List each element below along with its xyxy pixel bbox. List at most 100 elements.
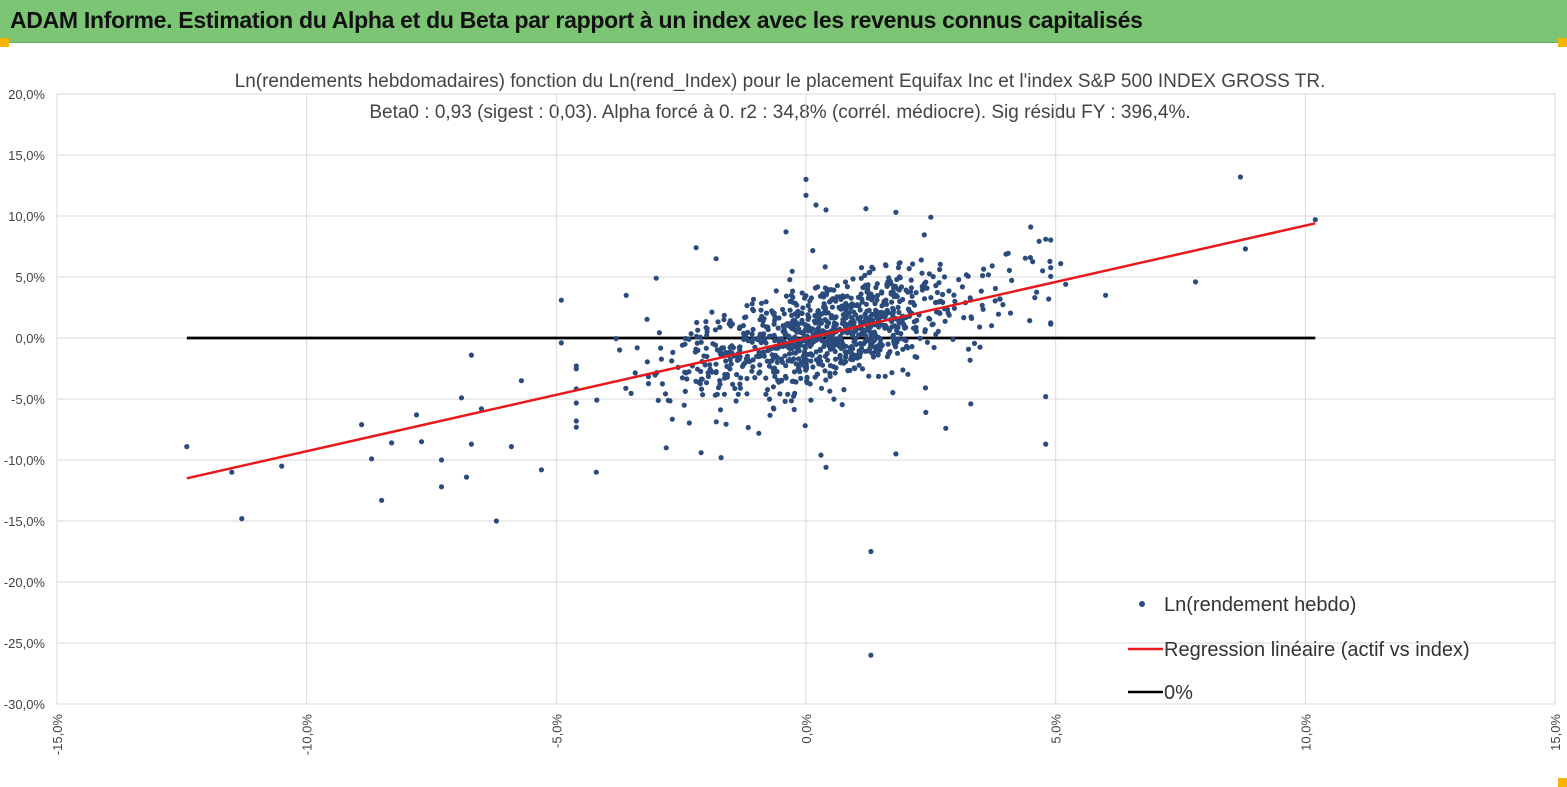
- data-point: [800, 305, 806, 311]
- data-point: [763, 310, 770, 316]
- data-point: [828, 315, 834, 321]
- data-point: [745, 338, 751, 344]
- data-point: [717, 378, 723, 384]
- data-point: [704, 329, 710, 335]
- data-point: [695, 327, 701, 333]
- data-point: [764, 358, 770, 364]
- data-point: [863, 206, 869, 212]
- data-point: [770, 405, 777, 411]
- data-point: [919, 270, 925, 276]
- data-point: [952, 298, 958, 304]
- data-point: [856, 362, 862, 368]
- data-point: [682, 341, 688, 347]
- data-point: [670, 349, 676, 355]
- data-point: [866, 338, 873, 344]
- data-point: [829, 304, 836, 310]
- data-point: [837, 355, 843, 361]
- data-point: [750, 306, 756, 312]
- data-point: [750, 336, 756, 342]
- data-point: [793, 327, 799, 333]
- data-point: [802, 322, 808, 328]
- data-point: [803, 176, 809, 182]
- data-point: [1009, 277, 1015, 283]
- data-point: [713, 361, 719, 367]
- data-point: [857, 307, 863, 313]
- data-point: [736, 356, 742, 362]
- data-point: [740, 323, 747, 329]
- data-point: [882, 314, 888, 320]
- data-point: [831, 287, 837, 293]
- x-tick-label: 15,0%: [1548, 714, 1563, 751]
- data-point: [787, 307, 793, 313]
- data-point: [951, 305, 958, 311]
- data-point: [741, 361, 747, 367]
- data-point: [842, 279, 849, 285]
- data-point: [788, 320, 794, 326]
- data-point: [927, 316, 933, 322]
- data-point: [846, 349, 852, 355]
- data-point: [874, 297, 880, 303]
- data-point: [1036, 238, 1042, 244]
- data-point: [693, 378, 699, 384]
- data-point: [940, 291, 946, 298]
- data-point: [901, 336, 907, 342]
- data-point: [681, 402, 687, 408]
- data-point: [822, 285, 829, 291]
- data-point: [890, 390, 896, 396]
- data-point: [863, 301, 870, 307]
- data-point: [868, 548, 874, 555]
- data-point: [663, 445, 669, 451]
- data-point: [850, 333, 856, 339]
- data-point: [868, 329, 874, 335]
- data-point: [937, 266, 943, 273]
- data-point: [857, 349, 864, 355]
- data-point: [961, 315, 967, 321]
- data-point: [772, 317, 778, 323]
- data-point: [693, 245, 699, 251]
- data-point: [693, 333, 700, 339]
- data-point: [1043, 441, 1049, 447]
- data-point: [894, 350, 901, 356]
- data-point: [903, 287, 909, 293]
- data-point: [789, 268, 795, 274]
- data-point: [438, 484, 445, 490]
- data-point: [803, 192, 809, 198]
- data-point: [868, 652, 874, 658]
- data-point: [573, 400, 579, 406]
- data-point: [617, 347, 623, 353]
- data-point: [508, 444, 514, 450]
- data-point: [930, 321, 936, 327]
- data-point: [870, 351, 876, 357]
- data-point: [713, 256, 719, 262]
- data-point: [669, 416, 675, 422]
- data-point: [800, 330, 806, 337]
- data-point: [707, 362, 713, 368]
- data-point: [977, 324, 983, 330]
- data-point: [942, 318, 948, 324]
- data-point: [813, 202, 819, 208]
- data-point: [779, 359, 786, 365]
- data-point: [895, 265, 902, 271]
- data-point: [735, 391, 741, 397]
- data-point: [874, 349, 880, 355]
- data-point: [1048, 265, 1054, 271]
- data-point: [866, 373, 872, 379]
- data-point: [628, 390, 634, 396]
- data-point: [783, 229, 789, 235]
- data-point: [799, 317, 805, 323]
- data-point: [914, 317, 920, 323]
- data-point: [682, 388, 688, 394]
- data-point: [852, 328, 859, 334]
- data-point: [980, 273, 986, 279]
- data-point: [837, 305, 843, 311]
- data-point: [802, 364, 808, 370]
- data-point: [808, 397, 814, 403]
- data-point: [930, 274, 936, 280]
- data-point: [733, 398, 739, 404]
- chart-subtitle: Beta0 : 0,93 (sigest : 0,03). Alpha forc…: [369, 102, 1190, 123]
- data-point: [831, 337, 837, 343]
- data-point: [703, 319, 709, 325]
- data-point: [719, 345, 725, 351]
- data-point: [842, 305, 849, 311]
- data-point: [772, 352, 779, 358]
